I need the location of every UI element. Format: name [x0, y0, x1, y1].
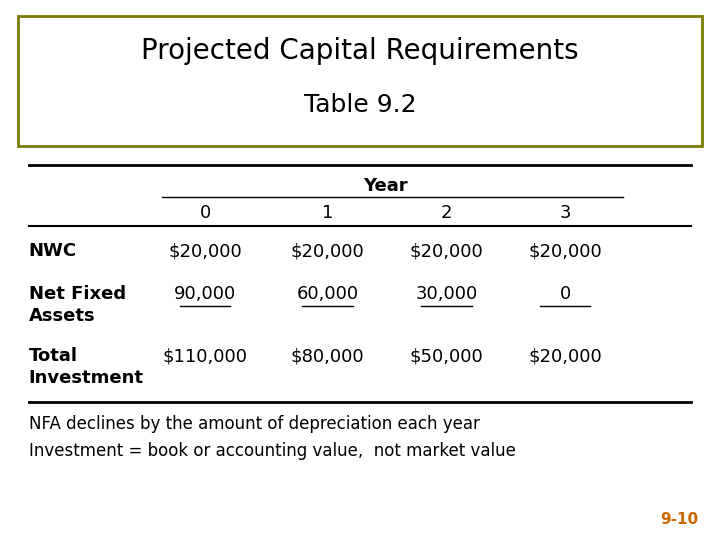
Text: Investment = book or accounting value,  not market value: Investment = book or accounting value, n…	[29, 442, 516, 460]
Text: 0: 0	[559, 285, 571, 303]
Text: Assets: Assets	[29, 307, 96, 325]
Text: $20,000: $20,000	[291, 242, 364, 260]
Text: Total: Total	[29, 347, 78, 366]
Text: Investment: Investment	[29, 369, 144, 387]
FancyBboxPatch shape	[18, 16, 702, 146]
Text: 3: 3	[559, 204, 571, 222]
Text: $110,000: $110,000	[163, 347, 248, 366]
Text: $20,000: $20,000	[528, 242, 602, 260]
Text: 1: 1	[322, 204, 333, 222]
Text: 2: 2	[441, 204, 452, 222]
Text: NFA declines by the amount of depreciation each year: NFA declines by the amount of depreciati…	[29, 415, 480, 433]
Text: $20,000: $20,000	[410, 242, 483, 260]
Text: $50,000: $50,000	[410, 347, 483, 366]
Text: NWC: NWC	[29, 242, 77, 260]
Text: Net Fixed: Net Fixed	[29, 285, 126, 303]
Text: $80,000: $80,000	[291, 347, 364, 366]
Text: Projected Capital Requirements: Projected Capital Requirements	[141, 37, 579, 65]
Text: Table 9.2: Table 9.2	[304, 93, 416, 117]
Text: Year: Year	[363, 177, 408, 195]
Text: $20,000: $20,000	[168, 242, 242, 260]
Text: 0: 0	[199, 204, 211, 222]
Text: 90,000: 90,000	[174, 285, 236, 303]
Text: 60,000: 60,000	[297, 285, 359, 303]
Text: 30,000: 30,000	[415, 285, 477, 303]
Text: 9-10: 9-10	[660, 511, 698, 526]
Text: $20,000: $20,000	[528, 347, 602, 366]
